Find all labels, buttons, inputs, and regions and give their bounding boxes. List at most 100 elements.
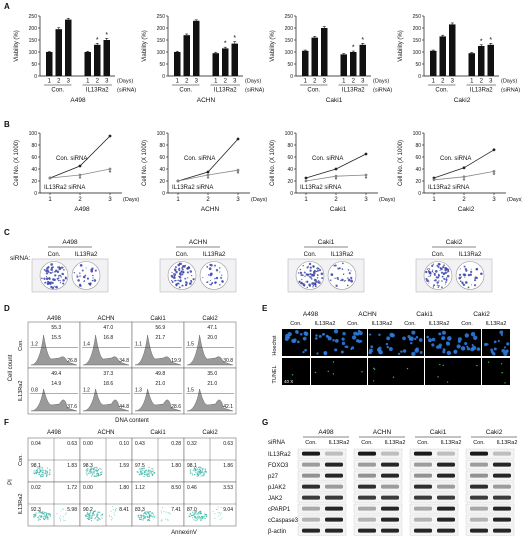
colony: [312, 265, 315, 268]
event: [88, 516, 90, 518]
nucleus: [368, 333, 372, 336]
colony: [312, 284, 315, 287]
event: [200, 516, 202, 518]
nucleus: [316, 352, 319, 355]
colony: [306, 273, 309, 276]
nucleus: [470, 331, 476, 337]
colony: [50, 268, 53, 271]
blot-strip: [409, 448, 459, 459]
colony: [436, 284, 439, 286]
tunel-cell-line-label: Caki2: [473, 311, 490, 318]
blot-strip: [353, 525, 403, 536]
event: [206, 516, 208, 518]
micrograph: [396, 358, 424, 385]
nucleus: [470, 347, 475, 352]
nucleus: [500, 333, 504, 337]
colony: [438, 280, 440, 282]
colony: [93, 279, 97, 282]
y-axis-label: Cell No. (X 1000): [270, 140, 276, 186]
protein-band: [414, 517, 432, 522]
quadrant-ur: 0.63: [67, 441, 77, 447]
event: [59, 518, 61, 520]
event: [165, 511, 167, 513]
colony: [475, 276, 477, 278]
y-tick-label: 40: [159, 167, 165, 173]
event: [192, 469, 194, 472]
histogram-shape: [82, 388, 130, 412]
event: [110, 510, 112, 512]
significance-star: *: [365, 176, 368, 183]
flow-plot: 0.02 1.72 92.3 5.98: [27, 481, 81, 527]
protein-band: [437, 462, 455, 467]
blot-strip: [297, 481, 347, 492]
protein-band: [470, 462, 488, 467]
g1-percentage: 37.3: [103, 371, 113, 377]
event: [150, 472, 152, 474]
colony: [179, 279, 182, 282]
protein-band: [414, 484, 432, 489]
event: [60, 515, 62, 517]
g1-percentage: 35.0: [207, 371, 217, 377]
x-tick-label: 2: [206, 197, 210, 203]
event: [140, 472, 142, 474]
nucleus: [446, 350, 452, 356]
g2m-percentage: 26.8: [67, 358, 77, 364]
colony: [437, 276, 440, 279]
protein-band: [470, 495, 488, 500]
nucleus: [419, 351, 423, 354]
event: [203, 517, 205, 519]
event: [153, 472, 155, 474]
event: [87, 468, 89, 470]
protein-band: [302, 495, 320, 500]
event: [99, 511, 101, 513]
series-label-knockdown: IL13Ra2 siRNA: [300, 185, 341, 191]
event: [40, 476, 42, 478]
significance-star: *: [335, 177, 338, 184]
event: [101, 517, 103, 519]
protein-label: JAK2: [268, 496, 283, 502]
event: [161, 519, 163, 521]
quadrant-ll: 98.1: [31, 463, 41, 469]
nucleus: [402, 336, 406, 341]
event: [45, 474, 48, 477]
event: [194, 511, 196, 513]
nucleus: [327, 336, 332, 341]
tunel-positive-cell: [392, 376, 395, 378]
significance-star: *: [96, 37, 99, 44]
y-tick-label: 100: [29, 131, 38, 137]
event: [60, 520, 62, 522]
event: [191, 474, 194, 476]
event: [45, 469, 47, 471]
colony: [304, 275, 306, 277]
nucleus: [464, 341, 468, 346]
flow-row-label: Con.: [18, 454, 24, 466]
culture-dish: [39, 261, 69, 290]
event: [160, 510, 162, 512]
blot-strip: [353, 514, 403, 525]
protein-band: [381, 528, 399, 533]
colony: [209, 274, 212, 277]
event: [193, 514, 196, 516]
event: [33, 470, 35, 472]
event: [197, 471, 199, 473]
quadrant-ul: 0.00: [83, 485, 93, 491]
nucleus: [302, 351, 305, 354]
sub-g1-percentage: 1.5: [187, 387, 194, 393]
blot-strip: [353, 481, 403, 492]
colony: [184, 264, 187, 267]
bar: [222, 48, 229, 76]
nucleus: [350, 347, 353, 351]
days-label: (Days): [379, 197, 395, 203]
colony: [313, 269, 317, 273]
event: [142, 469, 144, 471]
flow-plot: 0.43 0.28 97.5 1.80: [131, 437, 185, 483]
nucleus: [411, 330, 416, 335]
quadrant-lr: 5.98: [67, 507, 77, 513]
protein-band: [358, 517, 376, 522]
protein-band: [302, 484, 320, 489]
colony: [433, 284, 436, 287]
event: [198, 512, 201, 514]
event: [92, 468, 94, 470]
event: [152, 474, 154, 476]
